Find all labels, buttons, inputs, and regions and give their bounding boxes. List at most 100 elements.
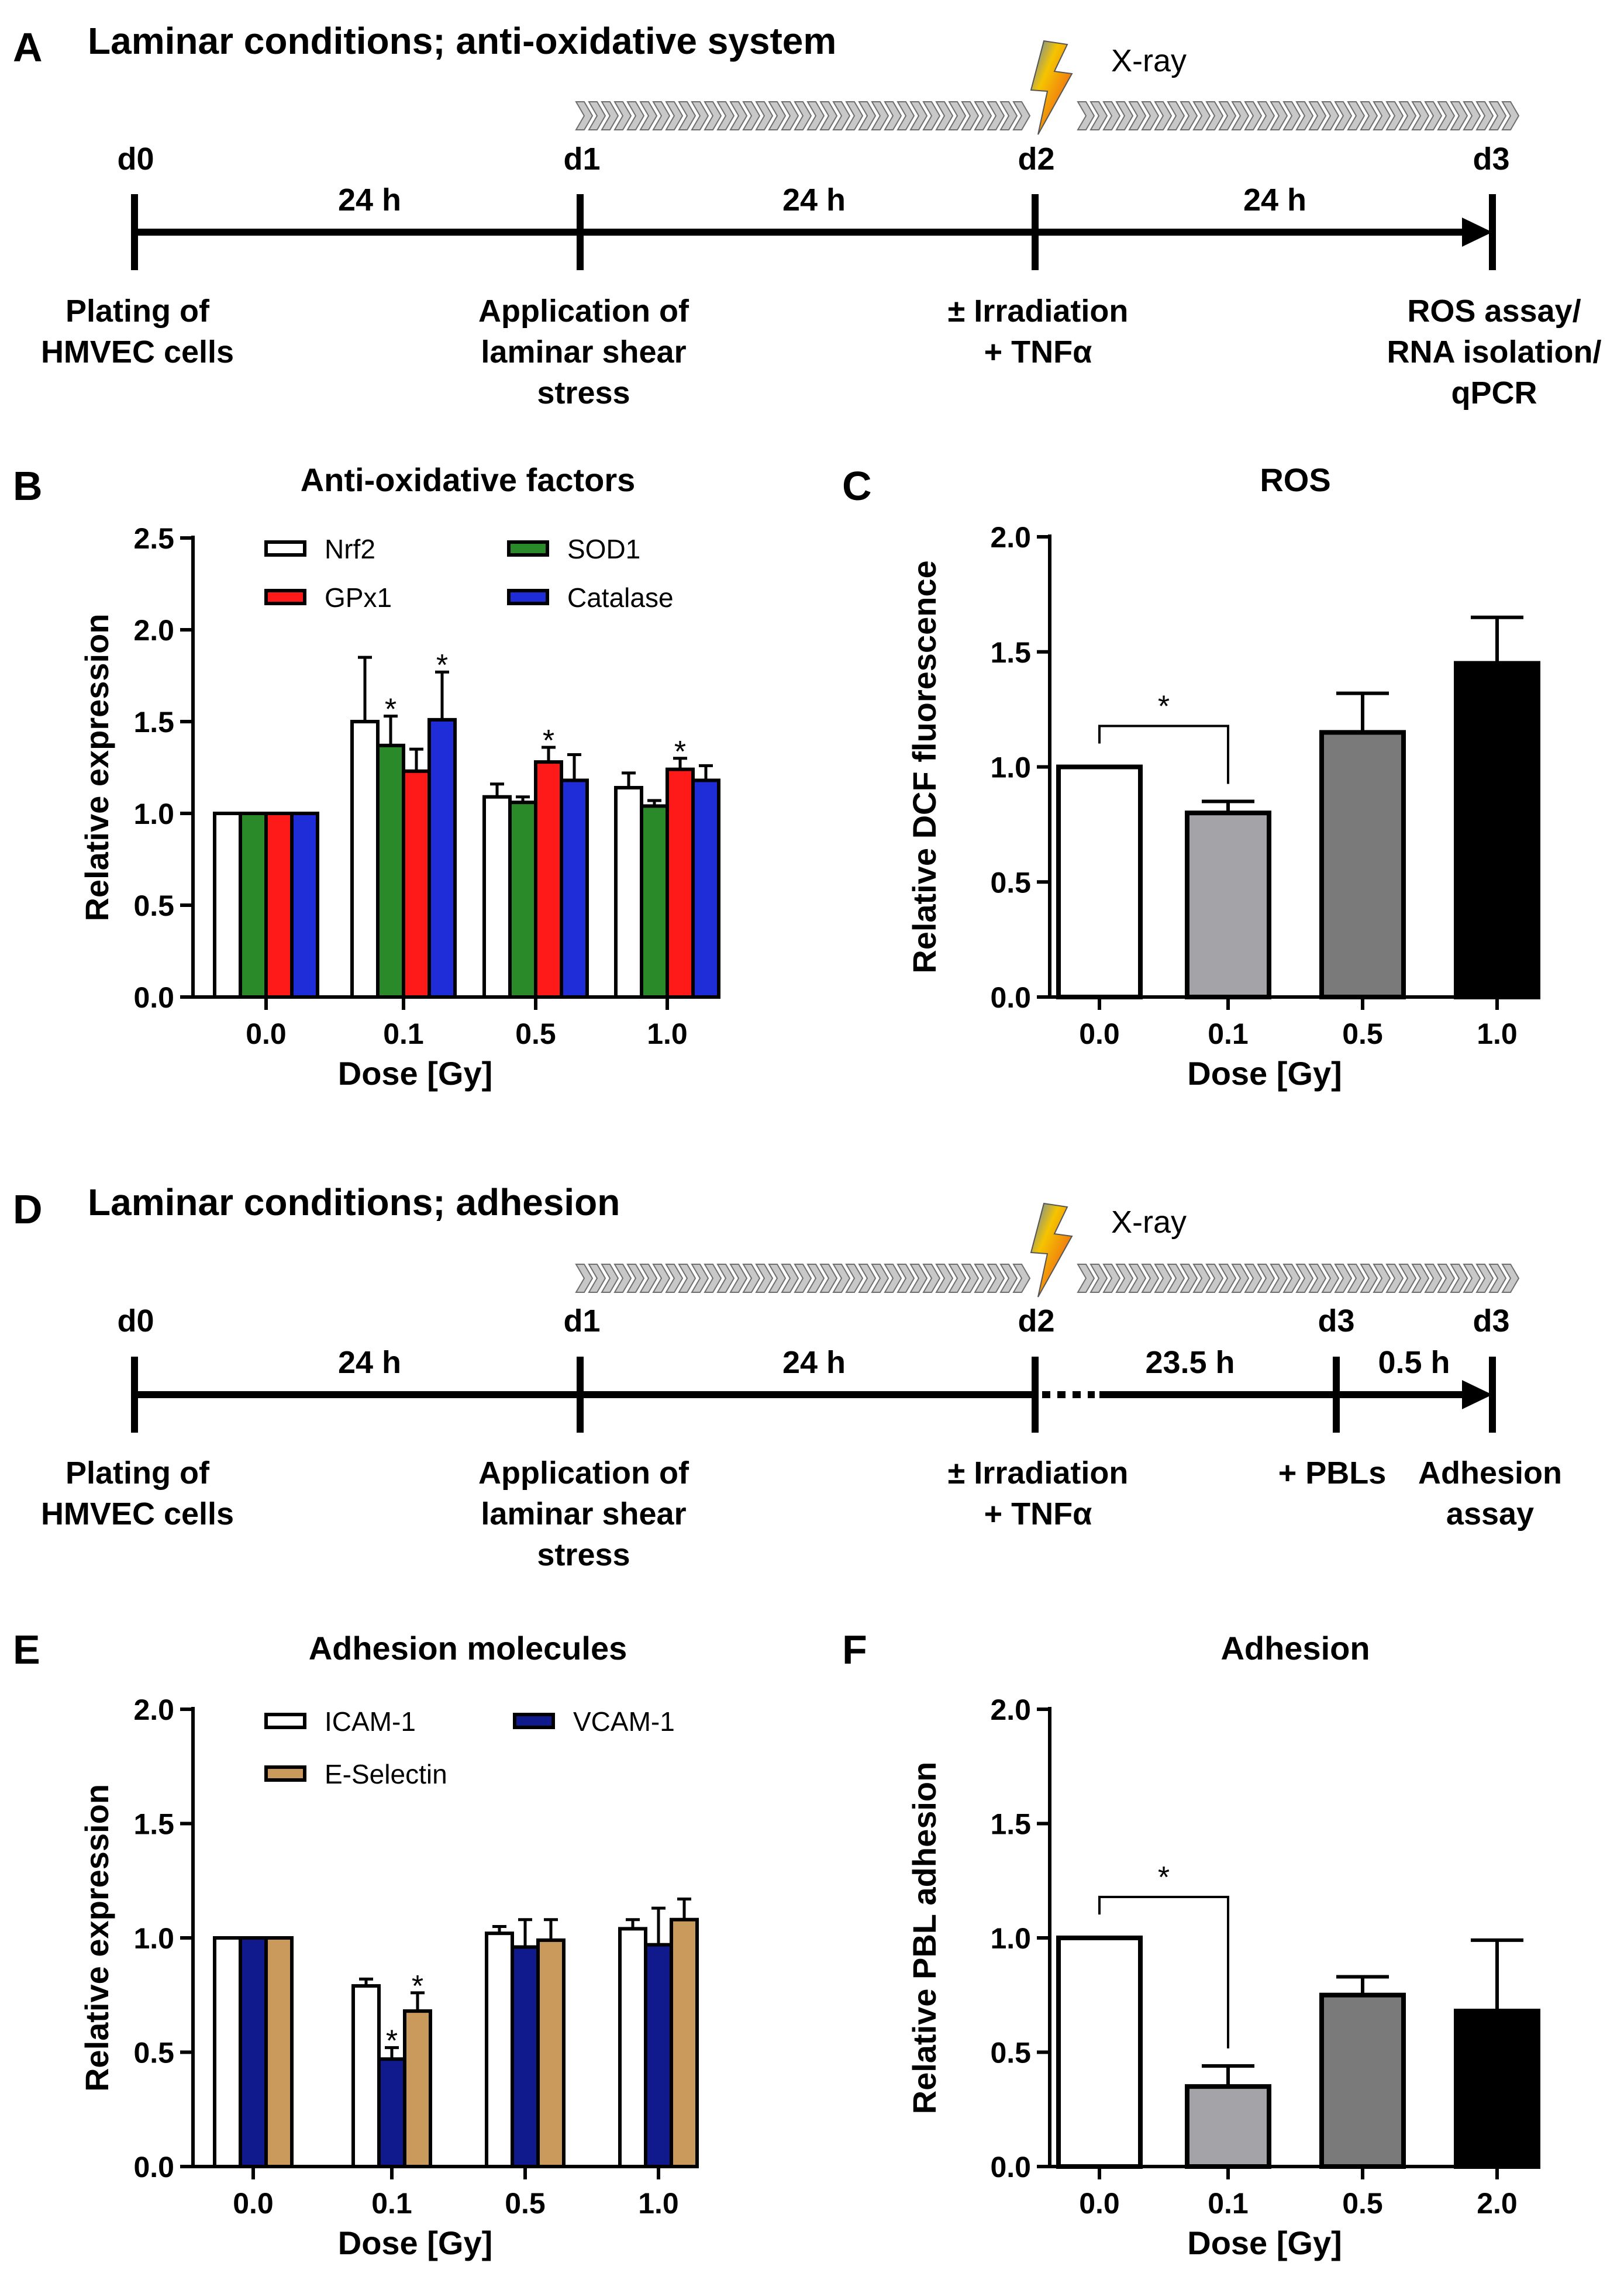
y-tick-label: 2.5 bbox=[133, 522, 174, 555]
chart-title: Anti-oxidative factors bbox=[301, 461, 636, 498]
legend-label: Catalase bbox=[567, 582, 674, 613]
legend-swatch bbox=[507, 540, 549, 557]
chevron-mark bbox=[1167, 101, 1185, 130]
step-label: HMVEC cells bbox=[41, 334, 234, 370]
step-label: Plating of bbox=[65, 294, 210, 329]
x-tick-label: 0.5 bbox=[505, 2187, 546, 2220]
chevron-mark bbox=[1360, 101, 1378, 130]
y-tick-label: 0.0 bbox=[133, 2151, 174, 2183]
x-tick-label: 0.1 bbox=[383, 1017, 424, 1050]
chevron-mark bbox=[1475, 1264, 1494, 1293]
chevron-mark bbox=[1270, 101, 1288, 130]
chevron-mark bbox=[897, 101, 915, 130]
significance-bracket bbox=[1098, 1896, 1229, 2048]
bar bbox=[536, 1938, 566, 2168]
chevron-band bbox=[575, 101, 1520, 130]
chevron-mark bbox=[974, 101, 992, 130]
bar bbox=[618, 1927, 647, 2169]
panel-a-title: Laminar conditions; anti-oxidative syste… bbox=[88, 20, 836, 62]
chart-ros: ROS 0.0 0.5 1.0 1.5 2.0 Relative DCF fluoresce… bbox=[906, 461, 1540, 1092]
chevron-mark bbox=[1141, 1264, 1160, 1293]
bar bbox=[1056, 1936, 1143, 2169]
step-label: + TNFα bbox=[984, 334, 1092, 370]
x-axis-label: Dose [Gy] bbox=[1187, 2224, 1342, 2261]
y-tick-label: 0.0 bbox=[990, 981, 1031, 1014]
chevron-mark bbox=[1141, 101, 1160, 130]
panel-d-letter: D bbox=[13, 1186, 43, 1232]
chevron-mark bbox=[1424, 1264, 1443, 1293]
chevron-mark bbox=[1450, 1264, 1468, 1293]
chevron-mark bbox=[1089, 101, 1108, 130]
day-label: d2 bbox=[1018, 1303, 1054, 1339]
bar bbox=[1185, 2084, 1271, 2169]
chevron-mark bbox=[832, 1264, 851, 1293]
chevron-mark bbox=[806, 101, 825, 130]
chart-title: Adhesion molecules bbox=[309, 1630, 627, 1667]
legend-swatch bbox=[264, 540, 306, 557]
chevron-mark bbox=[1334, 1264, 1353, 1293]
y-tick-label: 1.0 bbox=[990, 1922, 1031, 1955]
chevron-mark bbox=[1282, 1264, 1301, 1293]
chevron-mark bbox=[858, 1264, 877, 1293]
legend-swatch bbox=[507, 589, 549, 605]
x-tick-label: 1.0 bbox=[1477, 1017, 1518, 1050]
x-tick-label: 0.0 bbox=[1079, 1017, 1120, 1050]
y-tick-label: 1.0 bbox=[133, 798, 174, 830]
chart-adhesion: Adhesion 0.0 0.5 1.0 1.5 2.0 Relative PBL adhe… bbox=[906, 1630, 1540, 2261]
chevron-mark bbox=[1205, 1264, 1224, 1293]
xray-label: X-ray bbox=[1111, 1205, 1187, 1240]
bar bbox=[264, 812, 294, 999]
legend-label: Nrf2 bbox=[325, 534, 375, 564]
chevron-mark bbox=[935, 1264, 954, 1293]
chevron-mark bbox=[678, 1264, 697, 1293]
x-tick-label: 0.5 bbox=[1342, 2187, 1383, 2220]
chevron-mark bbox=[1398, 1264, 1417, 1293]
step-label: ± Irradiation bbox=[948, 294, 1129, 329]
y-tick-label: 1.5 bbox=[133, 1808, 174, 1841]
chevron-mark bbox=[1102, 1264, 1121, 1293]
chevron-mark bbox=[1488, 1264, 1507, 1293]
y-tick-label: 0.0 bbox=[133, 981, 174, 1014]
x-tick-label: 1.0 bbox=[638, 2187, 679, 2220]
chevron-mark bbox=[626, 101, 645, 130]
panel-d-timeline: D Laminar conditions; adhesion X-ray d0 … bbox=[13, 1181, 1562, 1572]
chevron-mark bbox=[948, 101, 967, 130]
step-label: qPCR bbox=[1451, 375, 1537, 411]
chevron-mark bbox=[1334, 101, 1353, 130]
legend-swatch bbox=[264, 1713, 306, 1729]
chevron-mark bbox=[1154, 101, 1173, 130]
duration-label: 24 h bbox=[782, 182, 846, 218]
legend-swatch bbox=[513, 1713, 555, 1729]
chevron-mark bbox=[1128, 1264, 1147, 1293]
chevron-mark bbox=[588, 101, 606, 130]
chevron-band bbox=[575, 1264, 1520, 1293]
bar bbox=[427, 718, 457, 999]
chevron-mark bbox=[1411, 1264, 1430, 1293]
chevron-mark bbox=[845, 101, 864, 130]
step-label: Adhesion bbox=[1418, 1455, 1562, 1491]
chevron-mark bbox=[1385, 101, 1404, 130]
legend-label: E-Selectin bbox=[325, 1759, 447, 1789]
bar bbox=[377, 2057, 406, 2168]
chevron-mark bbox=[1231, 101, 1250, 130]
chevron-mark bbox=[1089, 1264, 1108, 1293]
x-tick-label: 0.0 bbox=[1079, 2187, 1120, 2220]
chevron-mark bbox=[704, 101, 722, 130]
y-axis-label: Relative expression bbox=[78, 1784, 115, 2092]
bar bbox=[350, 720, 380, 999]
significance-star: * bbox=[436, 648, 448, 682]
chevron-mark bbox=[794, 101, 812, 130]
chevron-mark bbox=[665, 1264, 684, 1293]
chevron-mark bbox=[742, 1264, 761, 1293]
chevron-mark bbox=[652, 1264, 671, 1293]
panel-b-letter: B bbox=[13, 463, 43, 509]
panel-e-letter: E bbox=[13, 1627, 40, 1672]
chevron-mark bbox=[1308, 1264, 1327, 1293]
chevron-mark bbox=[1321, 101, 1340, 130]
chevron-mark bbox=[1244, 101, 1263, 130]
step-label: assay bbox=[1446, 1496, 1534, 1531]
bar bbox=[614, 786, 643, 999]
chevron-mark bbox=[871, 101, 889, 130]
chart-adhesion-molecules: Adhesion molecules 0.0 0.5 1.0 1.5 2.0 Relativ… bbox=[78, 1630, 699, 2261]
